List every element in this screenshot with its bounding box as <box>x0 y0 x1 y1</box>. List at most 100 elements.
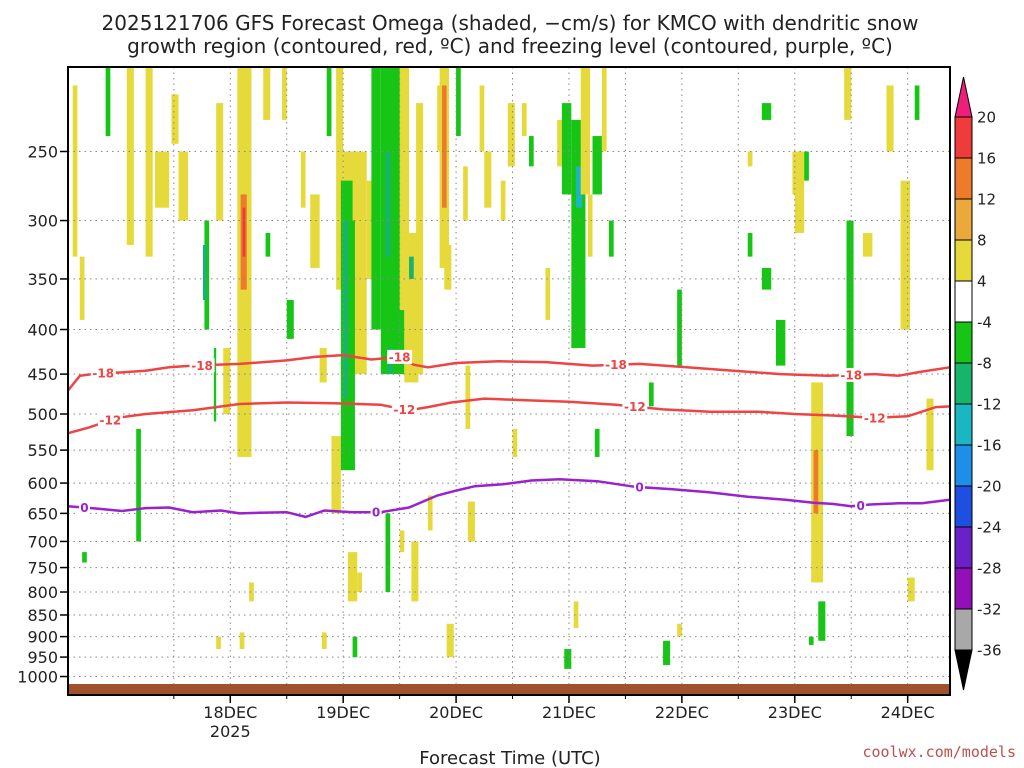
omega-shade-region <box>592 136 602 195</box>
x-tick-label: 18DEC <box>203 703 257 722</box>
omega-shade-region <box>587 194 593 257</box>
omega-shade-region <box>580 67 591 195</box>
omega-shade-region <box>813 450 819 514</box>
omega-shade-region <box>761 103 772 120</box>
y-tick-label: 550 <box>27 441 58 460</box>
omega-shade-region <box>136 428 141 542</box>
omega-shade-region <box>171 94 179 144</box>
y-tick-label: 1000 <box>17 668 58 687</box>
colorbar-band <box>954 198 973 241</box>
gridlines <box>68 67 950 695</box>
omega-shade-region <box>72 85 78 257</box>
omega-shade-region <box>561 103 572 195</box>
colorbar-label: -4 <box>977 314 992 332</box>
omega-shade-region <box>357 572 362 593</box>
title-line-1: 2025121706 GFS Forecast Omega (shaded, −… <box>102 11 919 35</box>
plot-frame <box>67 66 951 696</box>
y-tick-label: 350 <box>27 270 58 289</box>
colorbar-label: 20 <box>977 109 996 127</box>
omega-shade-region <box>507 103 515 167</box>
colorbar-band <box>954 280 973 323</box>
contour-label: -12 <box>624 400 646 414</box>
omega-shade-region <box>747 151 753 167</box>
colorbar-label: 16 <box>977 150 996 168</box>
omega-shade-region <box>441 85 447 208</box>
omega-shade-region <box>914 85 920 120</box>
omega-shade-region <box>467 501 475 542</box>
colorbar-band <box>954 444 973 487</box>
contour-line <box>67 478 951 519</box>
omega-shade-region <box>126 67 134 245</box>
omega-shade-region <box>322 632 327 650</box>
omega-shade-region <box>557 119 565 167</box>
omega-shade-region <box>352 636 358 658</box>
omega-shade-region <box>484 151 492 208</box>
omega-shade-region <box>479 85 485 152</box>
colorbar-label: -20 <box>977 478 1002 496</box>
colorbar-label: -16 <box>977 437 1002 455</box>
x-tick-label: 21DEC <box>542 703 596 722</box>
contour-label: -12 <box>99 414 121 428</box>
colorbar-band <box>954 567 973 610</box>
colorbar-band <box>954 362 973 405</box>
omega-shade-region <box>846 220 854 437</box>
colorbar-band <box>954 116 973 159</box>
x-axis-label: Forecast Time (UTC) <box>419 748 600 768</box>
omega-shade-region <box>608 220 614 257</box>
omega-shade-region <box>300 151 306 208</box>
x-tick-label: 23DEC <box>768 703 822 722</box>
contour-label: -12 <box>393 403 415 417</box>
omega-shade-region <box>223 347 231 415</box>
colorbar-band <box>954 157 973 200</box>
omega-shade-region <box>216 636 221 650</box>
omega-shade-region <box>416 103 424 375</box>
omega-shade-region <box>792 151 805 195</box>
colorbar-label: -12 <box>977 396 1002 414</box>
omega-shade-region <box>465 365 471 429</box>
omega-shade-region <box>82 552 87 563</box>
colorbar-band <box>954 239 973 282</box>
contour-label-bg <box>391 402 417 417</box>
contour-label-bg <box>862 410 888 425</box>
omega-shade-region <box>900 180 911 330</box>
contour-line <box>67 353 951 392</box>
omega-shade-region <box>573 601 579 629</box>
x-tick-label: 22DEC <box>655 703 709 722</box>
contour-label-bg <box>387 349 413 364</box>
omega-shade-region <box>79 256 85 320</box>
omega-shade-region <box>282 67 287 120</box>
omega-shade-region <box>399 67 410 311</box>
omega-shade-region <box>352 151 362 221</box>
omega-shade-region <box>862 232 873 257</box>
contour-label-bg <box>97 413 123 428</box>
omega-shade-region <box>178 151 188 221</box>
y-tick-label: 850 <box>27 606 58 625</box>
y-tick-label: 700 <box>27 532 58 551</box>
omega-shade-region <box>444 244 452 290</box>
colorbar-band <box>954 608 973 651</box>
colorbar-extend-top <box>954 76 973 118</box>
contour-line <box>67 397 951 435</box>
omega-shade-region <box>521 103 527 137</box>
y-tick-label: 950 <box>27 648 58 667</box>
omega-shade-region <box>105 67 111 137</box>
omega-shade-region <box>663 640 671 665</box>
omega-shade-region <box>404 232 419 383</box>
omega-shade-region <box>310 194 320 268</box>
omega-shade-region <box>576 166 583 208</box>
colorbar-label: -36 <box>977 642 1002 660</box>
omega-shade-region <box>409 256 414 279</box>
omega-shade-region <box>456 67 461 137</box>
y-tick-label: 450 <box>27 365 58 384</box>
y-tick-label: 800 <box>27 583 58 602</box>
omega-shade-region <box>286 299 294 339</box>
omega-shade-region <box>213 347 217 422</box>
y-tick-label: 600 <box>27 474 58 493</box>
omega-shade-region <box>907 577 915 602</box>
omega-shade-region <box>648 382 654 407</box>
contour-label: -18 <box>191 359 213 373</box>
colorbar-label: 12 <box>977 191 996 209</box>
omega-shade-region <box>818 601 826 641</box>
omega-shade-region <box>249 582 254 602</box>
